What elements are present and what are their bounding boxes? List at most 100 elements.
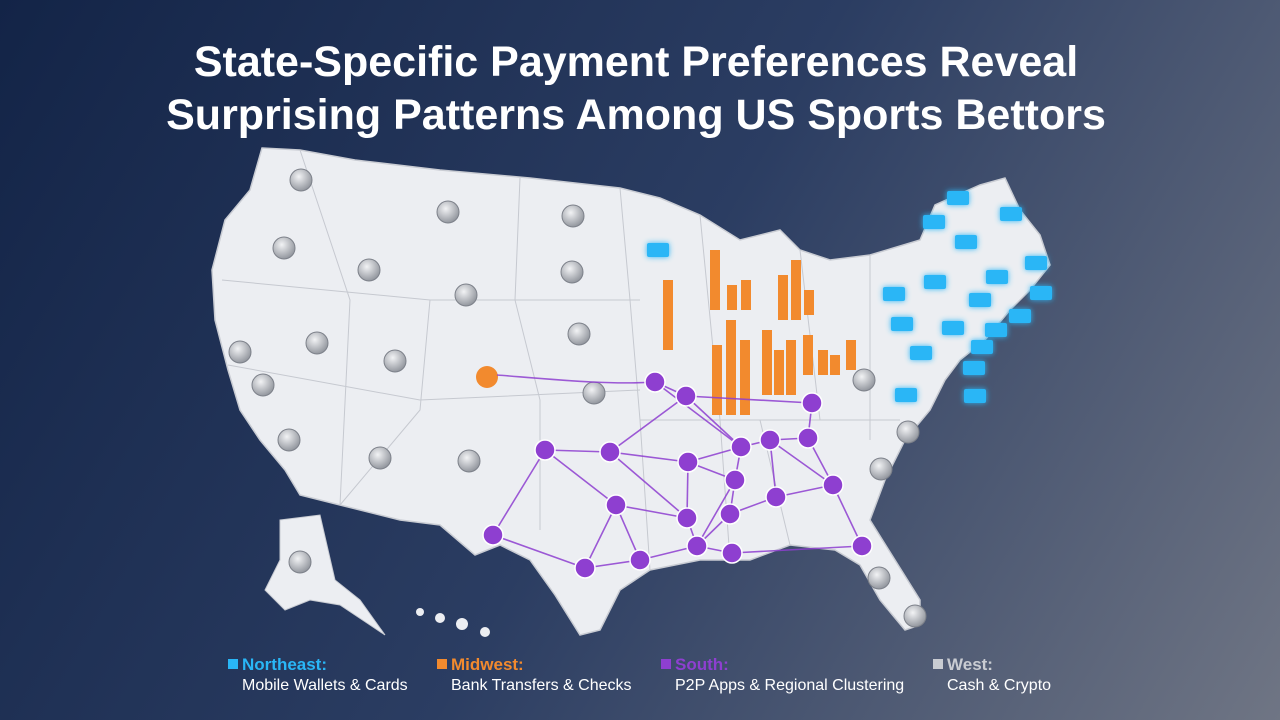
bar-icon — [774, 350, 784, 395]
network-link — [696, 479, 736, 547]
card-icon — [986, 270, 1008, 284]
bar-icon — [741, 280, 751, 310]
network-link — [685, 395, 813, 404]
coin-icon — [457, 449, 481, 473]
bar-icon — [726, 320, 736, 415]
p2p-icon — [822, 474, 844, 496]
bar-icon — [804, 290, 814, 315]
title-line: Surprising Patterns Among US Sports Bett… — [166, 91, 1106, 139]
network-link — [731, 545, 863, 554]
card-icon — [985, 323, 1007, 337]
p2p-icon — [851, 535, 873, 557]
legend: Northeast: Mobile Wallets & Cards Midwest:… — [228, 655, 1051, 694]
coin-icon — [436, 200, 460, 224]
card-icon — [924, 275, 946, 289]
p2p-icon — [605, 494, 627, 516]
bar-icon — [818, 350, 828, 375]
network-link — [584, 504, 617, 569]
coin-icon — [852, 368, 876, 392]
coin-icon — [454, 283, 478, 307]
card-icon — [895, 388, 917, 402]
map-icons — [228, 168, 1052, 628]
us-map — [211, 147, 1051, 637]
legend-region: Northeast: — [242, 655, 327, 674]
bar-icon — [712, 345, 722, 415]
card-icon — [883, 287, 905, 301]
coin-icon — [582, 381, 606, 405]
p2p-icon — [719, 503, 741, 525]
legend-description: Cash & Crypto — [947, 677, 1051, 694]
card-icon — [942, 321, 964, 335]
legend-swatch — [661, 659, 671, 669]
bar-icon — [791, 260, 801, 320]
p2p-icon — [482, 524, 504, 546]
bar-icon — [786, 340, 796, 395]
coin-icon — [869, 457, 893, 481]
network-link — [544, 449, 617, 506]
p2p-icon — [765, 486, 787, 508]
network-link — [615, 504, 688, 519]
card-icon — [891, 317, 913, 331]
coin-icon — [561, 204, 585, 228]
bar-icon — [727, 285, 737, 310]
card-icon — [1030, 286, 1052, 300]
p2p-icon — [675, 385, 697, 407]
card-icon — [647, 243, 669, 257]
card-icon — [964, 389, 986, 403]
coin-icon — [305, 331, 329, 355]
coin-icon — [368, 446, 392, 470]
p2p-icon — [686, 535, 708, 557]
p2p-icon — [534, 439, 556, 461]
coin-icon — [476, 366, 498, 388]
p2p-icon — [801, 392, 823, 414]
legend-swatch — [933, 659, 943, 669]
p2p-icon — [724, 469, 746, 491]
network-link — [492, 534, 586, 569]
bar-icon — [803, 335, 813, 375]
card-icon — [947, 191, 969, 205]
p2p-icon — [730, 436, 752, 458]
coin-icon — [251, 373, 275, 397]
p2p-icon — [644, 371, 666, 393]
coin-icon — [903, 604, 927, 628]
coin-icon — [228, 340, 252, 364]
card-icon — [910, 346, 932, 360]
bar-icon — [710, 250, 720, 310]
coin-icon — [288, 550, 312, 574]
p2p-icon — [797, 427, 819, 449]
card-icon — [971, 340, 993, 354]
network-link — [685, 395, 742, 448]
network-link — [609, 451, 689, 463]
p2p-icon — [574, 557, 596, 579]
coin-icon — [289, 168, 313, 192]
p2p-icon — [759, 429, 781, 451]
coin-icon — [277, 428, 301, 452]
coin-icon — [357, 258, 381, 282]
coin-icon — [272, 236, 296, 260]
p2p-icon — [676, 507, 698, 529]
bar-icon — [830, 355, 840, 375]
bar-icon — [762, 330, 772, 395]
bar-icon — [846, 340, 856, 370]
bar-icon — [778, 275, 788, 320]
card-icon — [969, 293, 991, 307]
coin-icon — [896, 420, 920, 444]
network-link — [769, 439, 834, 486]
network-link — [654, 381, 742, 448]
bar-icon — [740, 340, 750, 415]
card-icon — [963, 361, 985, 375]
network-link — [609, 395, 687, 453]
network-link — [492, 449, 546, 536]
p2p-icon — [599, 441, 621, 463]
network-link — [832, 484, 863, 547]
card-icon — [1000, 207, 1022, 221]
coin-icon — [560, 260, 584, 284]
p2p-icon — [677, 451, 699, 473]
network-link — [609, 451, 688, 519]
card-icon — [923, 215, 945, 229]
legend-swatch — [228, 659, 238, 669]
legend-description: Mobile Wallets & Cards — [242, 677, 408, 694]
coin-icon — [867, 566, 891, 590]
bar-icon — [663, 280, 673, 350]
